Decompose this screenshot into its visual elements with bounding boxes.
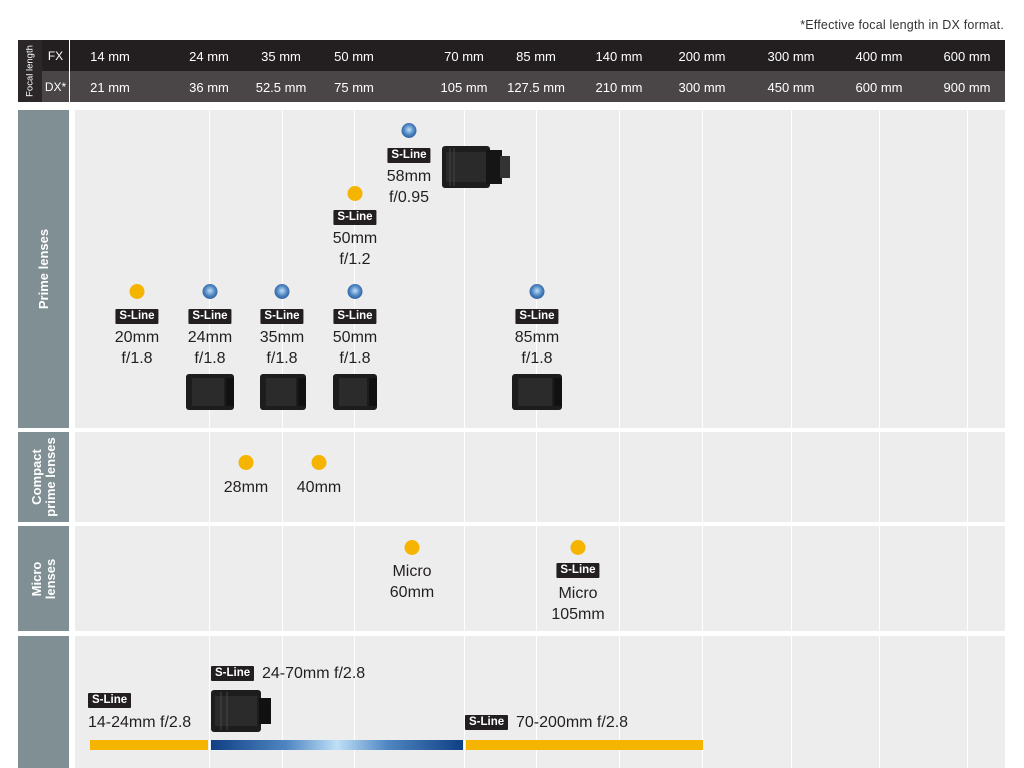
- section-prime: Prime lenses: [18, 110, 69, 428]
- section-micro-label: Micro: [28, 561, 44, 596]
- yellow-dot-icon: [129, 284, 145, 299]
- yellow-dot-icon: [404, 540, 420, 555]
- header-side-labels: Focal length FX DX*: [18, 40, 69, 102]
- lens-50mm-image: [333, 374, 377, 410]
- focal-length-label: Focal length: [24, 45, 36, 97]
- grid-line: [619, 108, 620, 768]
- fx-tick: 50 mm: [334, 49, 374, 64]
- blue-dot-icon: [529, 284, 545, 299]
- lens-85mm-image: [512, 374, 562, 410]
- blue-dot-icon: [401, 123, 417, 138]
- zoom-range-bar-14-24: [90, 740, 208, 750]
- section-compact: Compact prime lenses: [18, 432, 69, 522]
- grid-line: [879, 108, 880, 768]
- dx-tick: 105 mm: [440, 80, 488, 95]
- lens-24-70mm-image: [211, 690, 271, 732]
- dx-tick: 900 mm: [943, 80, 991, 95]
- fx-tick: 24 mm: [189, 49, 229, 64]
- yellow-dot-icon: [238, 455, 254, 470]
- grid-line: [354, 108, 355, 768]
- lens-35mm-image: [260, 374, 306, 410]
- section-compact-label-2: prime lenses: [42, 437, 58, 517]
- fx-tick: 600 mm: [943, 49, 991, 64]
- lens-20mm[interactable]: 20mm f/1.8: [114, 329, 160, 367]
- lens-85mm[interactable]: 85mm f/1.8: [514, 329, 560, 367]
- section-prime-label: Prime lenses: [35, 228, 51, 310]
- section-micro: Micro lenses: [18, 526, 69, 631]
- grid-line: [464, 108, 465, 768]
- lens-24mm-image: [186, 374, 234, 410]
- lens-micro-60mm[interactable]: Micro 60mm: [389, 563, 435, 601]
- s-line-badge: S-Line: [115, 309, 159, 324]
- fx-tick: 200 mm: [678, 49, 726, 64]
- fx-tick: 300 mm: [767, 49, 815, 64]
- blue-dot-icon: [274, 284, 290, 299]
- lens-70-200mm[interactable]: 70-200mm f/2.8: [516, 714, 629, 731]
- s-line-badge: S-Line: [465, 715, 509, 730]
- dx-tick: 21 mm: [90, 80, 130, 95]
- section-zoom: [18, 636, 69, 768]
- s-line-badge: S-Line: [188, 309, 232, 324]
- lens-28mm[interactable]: 28mm: [223, 479, 269, 496]
- s-line-badge: S-Line: [88, 693, 132, 708]
- lens-14-24mm[interactable]: 14-24mm f/2.8: [88, 714, 192, 731]
- fx-label: FX: [42, 40, 69, 71]
- lens-24-70mm[interactable]: 24-70mm f/2.8: [262, 665, 366, 682]
- dx-tick: 210 mm: [595, 80, 643, 95]
- lens-micro-105mm[interactable]: Micro 105mm: [551, 585, 605, 623]
- blue-dot-icon: [347, 284, 363, 299]
- s-line-badge: S-Line: [211, 666, 255, 681]
- zoom-range-bar-24-70: [211, 740, 463, 750]
- lens-58mm[interactable]: 58mm f/0.95: [386, 168, 432, 206]
- dx-footnote: *Effective focal length in DX format.: [800, 18, 1004, 32]
- s-line-badge: S-Line: [333, 210, 377, 225]
- yellow-dot-icon: [347, 186, 363, 201]
- grid-line: [282, 108, 283, 768]
- section-micro-label-2: lenses: [42, 558, 58, 599]
- blue-dot-icon: [202, 284, 218, 299]
- fx-tick: 70 mm: [444, 49, 484, 64]
- micro-panel: [75, 526, 1005, 631]
- dx-tick: 36 mm: [189, 80, 229, 95]
- dx-tick: 300 mm: [678, 80, 726, 95]
- grid-line: [536, 108, 537, 768]
- dx-tick: 127.5 mm: [507, 80, 565, 95]
- lens-35mm[interactable]: 35mm f/1.8: [259, 329, 305, 367]
- s-line-badge: S-Line: [387, 148, 431, 163]
- s-line-badge: S-Line: [556, 563, 600, 578]
- compact-panel: [75, 432, 1005, 522]
- lens-50mm-f12[interactable]: 50mm f/1.2: [332, 230, 378, 268]
- fx-tick: 400 mm: [855, 49, 903, 64]
- fx-tick: 140 mm: [595, 49, 643, 64]
- dx-tick: 75 mm: [334, 80, 374, 95]
- s-line-badge: S-Line: [260, 309, 304, 324]
- yellow-dot-icon: [311, 455, 327, 470]
- dx-label: DX*: [42, 71, 69, 102]
- dx-tick: 600 mm: [855, 80, 903, 95]
- fx-focal-row: 14 mm 24 mm 35 mm 50 mm 70 mm 85 mm 140 …: [70, 40, 1005, 71]
- dx-tick: 450 mm: [767, 80, 815, 95]
- lens-24mm[interactable]: 24mm f/1.8: [187, 329, 233, 367]
- s-line-badge: S-Line: [515, 309, 559, 324]
- zoom-range-bar-70-200: [466, 740, 703, 750]
- lens-50mm-f18[interactable]: 50mm f/1.8: [332, 329, 378, 367]
- s-line-badge: S-Line: [333, 309, 377, 324]
- fx-tick: 14 mm: [90, 49, 130, 64]
- grid-line: [791, 108, 792, 768]
- lens-58mm-image: [442, 146, 510, 188]
- grid-line: [702, 108, 703, 768]
- yellow-dot-icon: [570, 540, 586, 555]
- dx-tick: 52.5 mm: [255, 80, 307, 95]
- section-compact-label: Compact: [28, 449, 44, 505]
- lens-40mm[interactable]: 40mm: [296, 479, 342, 496]
- grid-line: [209, 108, 210, 768]
- dx-focal-row: 21 mm 36 mm 52.5 mm 75 mm 105 mm 127.5 m…: [70, 71, 1005, 102]
- fx-tick: 85 mm: [516, 49, 556, 64]
- fx-tick: 35 mm: [261, 49, 301, 64]
- grid-line: [967, 108, 968, 768]
